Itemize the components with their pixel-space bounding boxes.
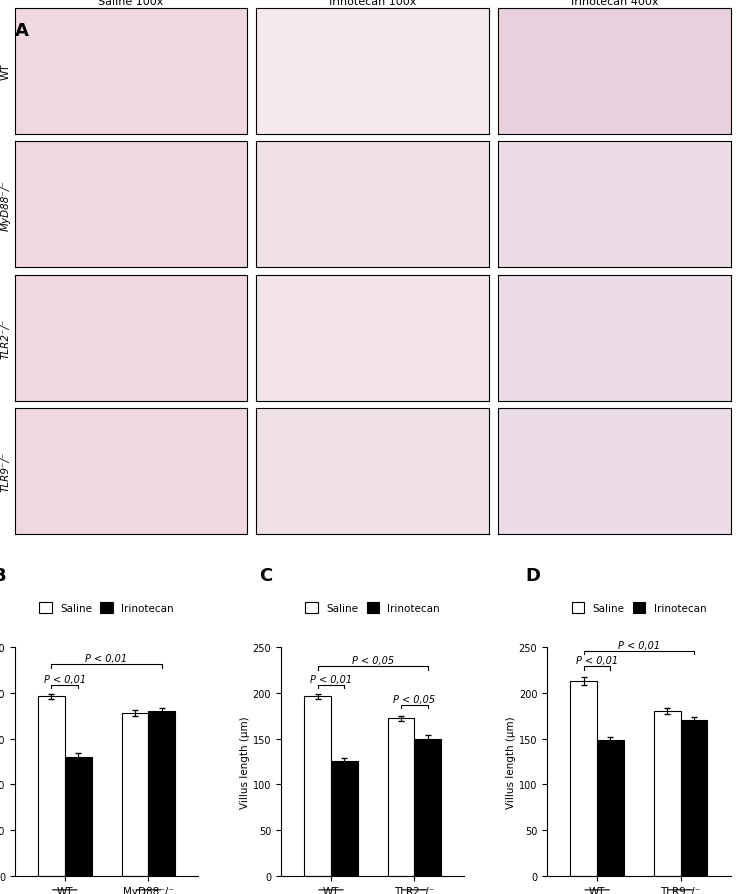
Text: P < 0,01: P < 0,01 [86, 654, 128, 663]
Legend: Saline, Irinotecan: Saline, Irinotecan [301, 598, 444, 618]
Text: P < 0,01: P < 0,01 [310, 674, 352, 684]
Bar [387, 719, 415, 876]
Text: C: C [259, 566, 272, 584]
Text: B: B [0, 566, 7, 584]
Bar [654, 712, 680, 876]
Y-axis label: TLR9⁻/⁻: TLR9⁻/⁻ [1, 451, 10, 492]
Bar [122, 713, 148, 876]
Bar [148, 712, 175, 876]
Bar [597, 740, 624, 876]
Bar [65, 757, 92, 876]
Bar [680, 721, 707, 876]
Bar [331, 761, 358, 876]
Text: P < 0,05: P < 0,05 [351, 655, 394, 665]
Y-axis label: MyD88⁻/⁻: MyD88⁻/⁻ [1, 180, 10, 231]
Text: A: A [15, 22, 29, 40]
Text: P < 0,01: P < 0,01 [576, 655, 618, 665]
Y-axis label: TLR2⁻/⁻: TLR2⁻/⁻ [1, 318, 10, 358]
Legend: Saline, Irinotecan: Saline, Irinotecan [568, 598, 710, 618]
Text: P < 0,01: P < 0,01 [618, 640, 660, 650]
Bar [38, 696, 65, 876]
Y-axis label: WT: WT [1, 63, 10, 80]
Bar [304, 696, 331, 876]
Legend: Saline, Irinotecan: Saline, Irinotecan [35, 598, 178, 618]
Title: Irinotecan 100x: Irinotecan 100x [329, 0, 416, 7]
Text: P < 0,05: P < 0,05 [393, 694, 435, 704]
Bar [415, 738, 441, 876]
Text: P < 0,01: P < 0,01 [44, 674, 86, 684]
Text: D: D [525, 566, 540, 584]
Y-axis label: Villus length (μm): Villus length (μm) [506, 715, 516, 808]
Title: Saline 100x: Saline 100x [98, 0, 164, 7]
Title: Irinotecan 400x: Irinotecan 400x [570, 0, 658, 7]
Y-axis label: Villus length (μm): Villus length (μm) [240, 715, 249, 808]
Bar [570, 681, 597, 876]
